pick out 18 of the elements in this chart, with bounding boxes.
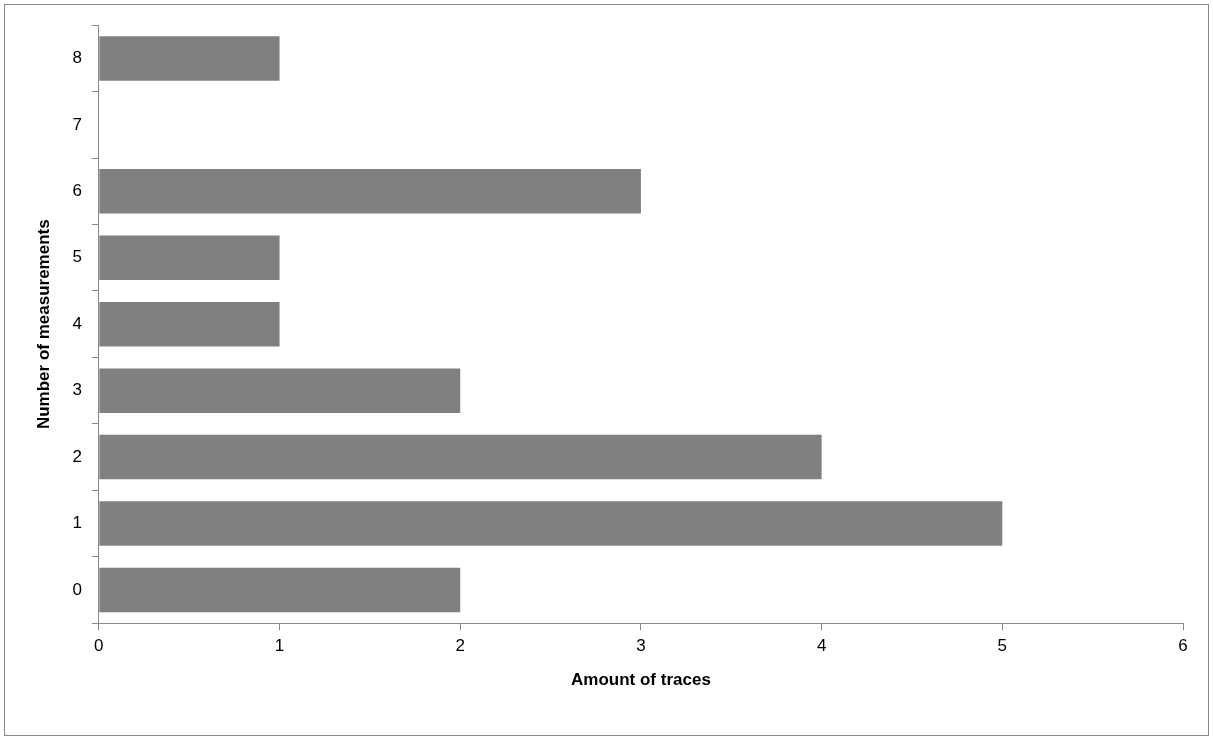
y-tick-label: 2 xyxy=(72,446,82,466)
y-tick-label: 8 xyxy=(72,48,82,68)
x-tick-label: 0 xyxy=(94,636,104,656)
y-tick-label: 6 xyxy=(72,181,82,200)
y-axis-title: Number of measurements xyxy=(33,219,53,430)
x-tick-label: 6 xyxy=(1178,636,1188,656)
x-tick-label: 4 xyxy=(816,636,827,656)
y-tick-label: 1 xyxy=(72,513,82,533)
x-tick-label: 2 xyxy=(455,636,465,656)
x-tick-label: 5 xyxy=(997,636,1008,656)
y-tick-label: 0 xyxy=(72,579,82,599)
x-axis-title: Amount of traces xyxy=(571,670,711,690)
y-tick-label: 4 xyxy=(72,313,82,333)
y-tick-label: 3 xyxy=(72,380,82,400)
x-tick-label: 3 xyxy=(636,636,646,656)
y-tick-label: 5 xyxy=(72,247,82,267)
x-tick-label: 1 xyxy=(274,636,285,656)
y-tick-label: 7 xyxy=(72,114,82,134)
